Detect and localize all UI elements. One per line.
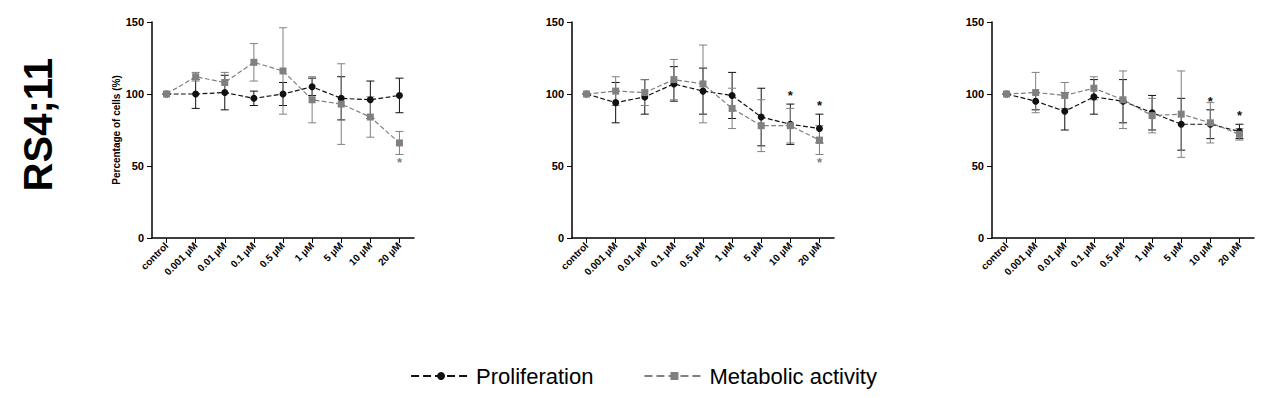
svg-text:150: 150 [126, 16, 144, 28]
svg-text:5 µM: 5 µM [321, 240, 345, 264]
svg-text:100: 100 [126, 88, 144, 100]
svg-text:Metabolic activity: Metabolic activity [709, 364, 877, 389]
svg-text:50: 50 [552, 160, 564, 172]
svg-text:0.01 µM: 0.01 µM [1035, 240, 1068, 273]
svg-text:1 µM: 1 µM [712, 240, 736, 264]
svg-text:20 µM: 20 µM [376, 240, 404, 268]
svg-text:20 µM: 20 µM [796, 240, 824, 268]
svg-text:1 µM: 1 µM [292, 240, 316, 264]
svg-text:control: control [978, 240, 1011, 272]
svg-text:5 µM: 5 µM [741, 240, 765, 264]
svg-text:0.001 µM: 0.001 µM [162, 240, 199, 277]
svg-text:0: 0 [558, 232, 564, 244]
svg-text:0.5 µM: 0.5 µM [257, 240, 287, 270]
svg-text:Proliferation: Proliferation [476, 364, 593, 389]
svg-text:100: 100 [966, 88, 984, 100]
svg-text:0.1 µM: 0.1 µM [648, 240, 678, 270]
svg-text:0.5 µM: 0.5 µM [1097, 240, 1127, 270]
svg-text:*: * [397, 155, 403, 170]
svg-text:0.001 µM: 0.001 µM [1002, 240, 1039, 277]
svg-text:*: * [817, 155, 823, 170]
svg-text:0: 0 [138, 232, 144, 244]
svg-text:Percentage of cells (%): Percentage of cells (%) [111, 75, 122, 184]
svg-text:0.01 µM: 0.01 µM [615, 240, 648, 273]
svg-text:0.1 µM: 0.1 µM [228, 240, 258, 270]
svg-text:10 µM: 10 µM [1187, 240, 1215, 268]
svg-text:*: * [1237, 108, 1243, 123]
svg-text:control: control [558, 240, 591, 272]
svg-text:0.5 µM: 0.5 µM [677, 240, 707, 270]
svg-text:1 µM: 1 µM [1132, 240, 1156, 264]
svg-text:10 µM: 10 µM [347, 240, 375, 268]
svg-text:0: 0 [978, 232, 984, 244]
svg-text:0.1 µM: 0.1 µM [1068, 240, 1098, 270]
svg-text:RS4;11: RS4;11 [16, 58, 60, 191]
svg-text:0.001 µM: 0.001 µM [582, 240, 619, 277]
svg-text:150: 150 [966, 16, 984, 28]
svg-text:*: * [1208, 94, 1214, 109]
svg-text:control: control [138, 240, 171, 272]
svg-text:50: 50 [132, 160, 144, 172]
svg-text:*: * [817, 98, 823, 113]
svg-text:150: 150 [546, 16, 564, 28]
svg-text:100: 100 [546, 88, 564, 100]
svg-text:0.01 µM: 0.01 µM [195, 240, 228, 273]
svg-text:50: 50 [972, 160, 984, 172]
svg-text:*: * [788, 88, 794, 103]
svg-text:5 µM: 5 µM [1161, 240, 1185, 264]
svg-text:10 µM: 10 µM [767, 240, 795, 268]
svg-text:20 µM: 20 µM [1216, 240, 1244, 268]
